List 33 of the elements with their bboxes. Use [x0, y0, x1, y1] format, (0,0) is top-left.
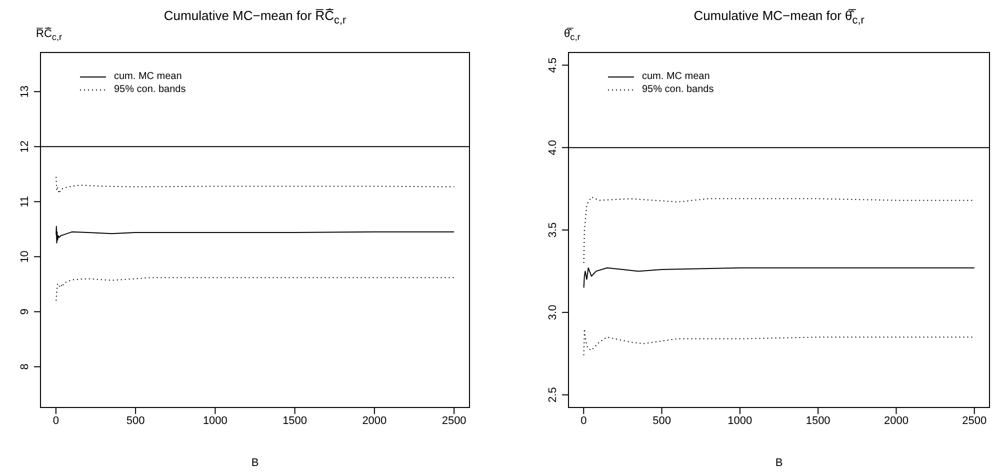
chart-title: Cumulative MC−mean for θ̂̅$_{c,r}$	[692, 8, 866, 27]
x-tick-label: 1500	[282, 414, 308, 427]
legend-label: 95% con. bands	[114, 84, 186, 95]
y-axis-title: θ̂̅$_{c,r}$	[564, 28, 580, 42]
x-tick-label: 0	[52, 414, 59, 427]
x-tick-label: 1500	[806, 414, 830, 427]
y-tick-label: 8	[19, 364, 31, 370]
y-tick-label: 9	[19, 308, 31, 315]
y-tick-label: 3.0	[547, 304, 559, 320]
legend-label: 95% con. bands	[642, 84, 714, 95]
x-axis-title: B	[251, 457, 259, 469]
y-tick-label: 2.5	[547, 387, 559, 402]
x-tick-label: 2000	[362, 414, 387, 427]
chart-title: Cumulative MC−mean for R̅Ĉ̅$_{c,r}$	[162, 8, 348, 27]
x-axis-title: B	[775, 457, 783, 469]
y-axis-title: R̅Ĉ̅$_{c,r}$	[36, 28, 62, 42]
y-tick-label: 13	[19, 85, 31, 98]
y-tick-label: 4.5	[547, 58, 559, 73]
legend-label: cum. MC mean	[114, 71, 182, 82]
x-tick-label: 2000	[884, 414, 908, 427]
x-tick-label: 0	[580, 414, 587, 427]
x-tick-label: 2500	[962, 414, 987, 427]
y-tick-label: 3.5	[547, 222, 559, 238]
y-tick-label: 4.0	[547, 140, 559, 156]
x-tick-label: 500	[126, 414, 145, 427]
x-tick-label: 1000	[202, 414, 228, 427]
y-tick-label: 11	[19, 196, 31, 208]
y-tick-label: 10	[19, 250, 31, 263]
y-tick-label: 12	[19, 140, 31, 153]
legend-label: cum. MC mean	[642, 71, 710, 82]
x-tick-label: 500	[652, 414, 671, 427]
x-tick-label: 2500	[442, 414, 466, 427]
x-tick-label: 1000	[728, 414, 752, 427]
